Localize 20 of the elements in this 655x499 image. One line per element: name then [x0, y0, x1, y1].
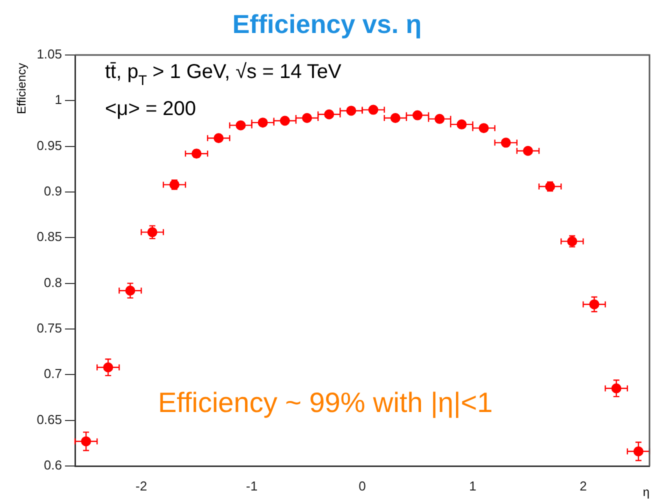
y-tick-label: 0.9 — [44, 184, 62, 199]
annotation: Efficiency ~ 99% with |η|<1 — [158, 387, 493, 418]
y-tick-label: 1.05 — [36, 46, 62, 62]
x-tick-label: 1 — [469, 478, 476, 494]
y-axis-title: Efficiency — [14, 63, 28, 114]
y-tick-label: 0.65 — [36, 412, 62, 427]
y-tick-label: 0.7 — [44, 366, 62, 382]
annotation: <μ> = 200 — [105, 98, 196, 120]
chart-title: Efficiency vs. η — [232, 9, 422, 39]
x-tick-label: -2 — [136, 478, 148, 494]
y-tick-label: 0.85 — [36, 229, 62, 244]
y-tick-label: 0.8 — [44, 274, 62, 290]
y-tick-label: 0.95 — [36, 138, 62, 153]
x-tick-label: -1 — [246, 478, 258, 494]
y-tick-label: 0.6 — [44, 458, 62, 473]
x-tick-label: 0 — [358, 478, 366, 494]
x-axis-title: η — [642, 485, 650, 499]
y-tick-label: 1 — [54, 92, 62, 108]
x-tick-label: 2 — [580, 478, 587, 494]
y-tick-label: 0.75 — [36, 320, 62, 336]
